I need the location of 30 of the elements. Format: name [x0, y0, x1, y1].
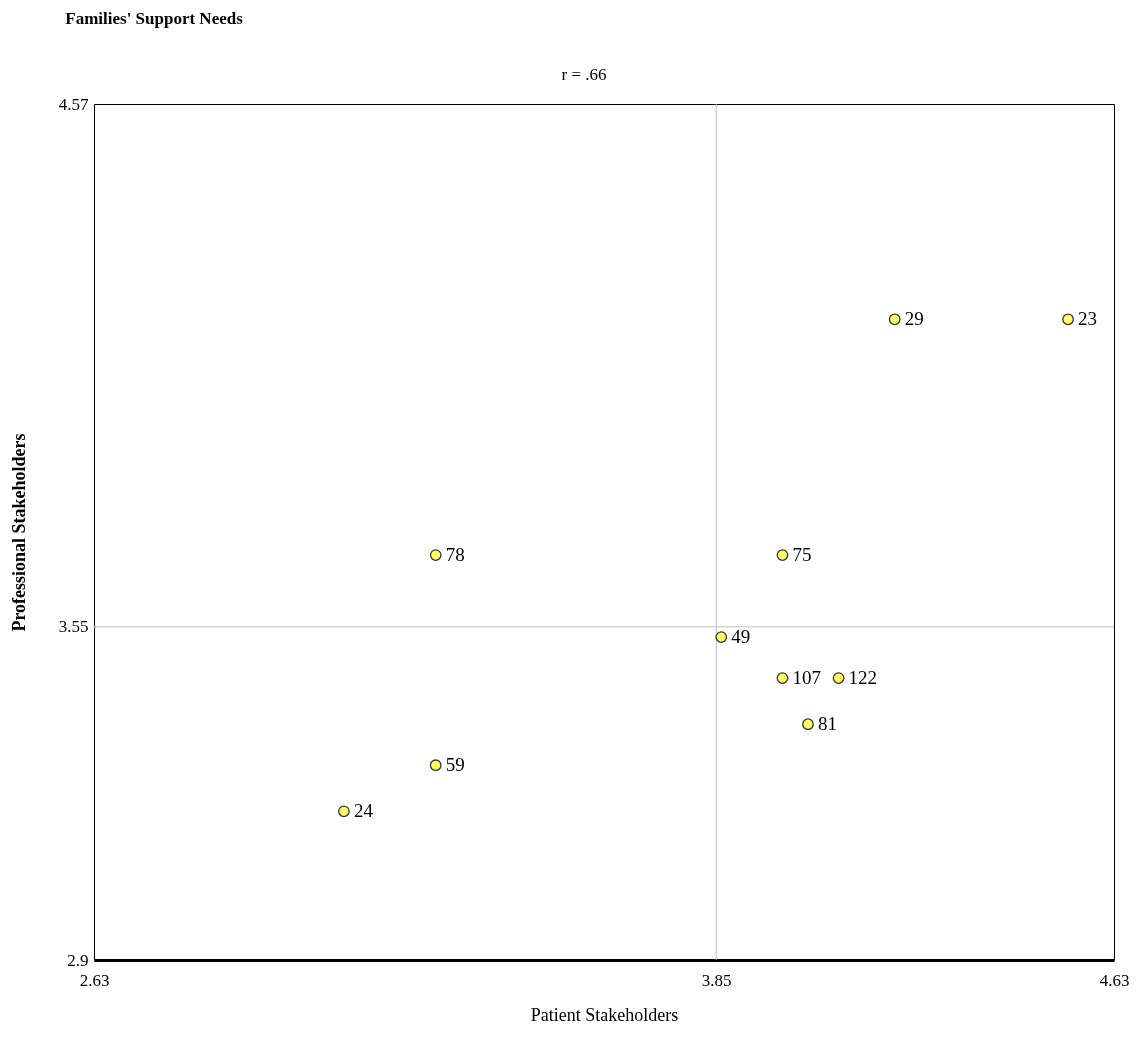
point	[338, 805, 350, 818]
chart-title: Families' Support Needs	[65, 9, 244, 28]
point	[715, 631, 728, 643]
point	[802, 718, 814, 731]
text: 78	[445, 544, 465, 566]
point	[888, 313, 901, 326]
text: 59	[445, 754, 465, 776]
text: 49	[731, 626, 751, 648]
text: 75	[792, 544, 812, 566]
point	[429, 549, 442, 561]
x-tick-label: 3.85	[701, 970, 732, 990]
x-tick-label: 4.63	[1099, 970, 1130, 990]
x-tick-label: 2.63	[79, 970, 110, 990]
text: 122	[848, 667, 878, 689]
chart-subtitle: r = .66	[561, 65, 607, 84]
text: 81	[818, 713, 837, 735]
point	[776, 672, 789, 684]
text: 23	[1078, 308, 1098, 330]
text: 24	[353, 800, 373, 822]
y-tick-label: 2.9	[67, 950, 89, 970]
text: 29	[904, 308, 924, 330]
point	[1062, 313, 1074, 326]
point	[832, 672, 845, 684]
point	[429, 759, 442, 772]
y-tick-label: 4.57	[58, 94, 89, 114]
y-tick-label: 3.55	[58, 617, 89, 637]
point	[776, 549, 789, 561]
x-axis-title: Patient Stakeholders	[530, 1004, 679, 1025]
y-axis-title: Professional Stakeholders	[8, 433, 29, 632]
text: 107	[792, 667, 821, 689]
